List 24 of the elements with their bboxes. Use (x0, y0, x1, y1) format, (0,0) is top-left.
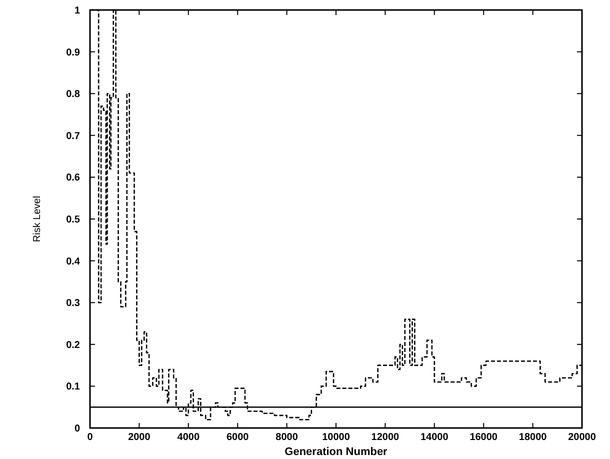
y-axis-title: Risk Level (32, 196, 43, 242)
y-tick-label: 0 (74, 424, 80, 434)
x-tick-label: 8000 (276, 432, 298, 443)
x-tick-label: 0 (87, 432, 94, 443)
x-tick-label: 2000 (128, 432, 151, 443)
x-tick-label: 6000 (226, 432, 250, 443)
x-axis-title: Generation Number (284, 446, 388, 458)
y-tick-label: 0.4 (66, 256, 80, 268)
y-tick-label: 0.2 (66, 340, 80, 351)
y-tick-label: 0.3 (66, 298, 80, 310)
y-tick-label: 0.7 (66, 130, 80, 142)
x-tick-label: 4000 (177, 432, 200, 443)
y-tick-label: 0.5 (66, 214, 80, 226)
y-tick-label: 0.8 (66, 89, 80, 100)
y-tick-label: 0.9 (66, 47, 80, 58)
x-tick-label: 18000 (518, 432, 548, 443)
y-tick-label: 1 (74, 6, 80, 16)
x-tick-label: 20000 (568, 432, 596, 443)
x-tick-label: 10000 (322, 432, 350, 443)
x-tick-label: 14000 (420, 432, 449, 443)
x-tick-label: 12000 (371, 432, 400, 443)
x-tick-label: 16000 (470, 432, 498, 443)
y-tick-label: 0.1 (66, 382, 80, 393)
y-tick-label: 0.6 (66, 172, 80, 184)
